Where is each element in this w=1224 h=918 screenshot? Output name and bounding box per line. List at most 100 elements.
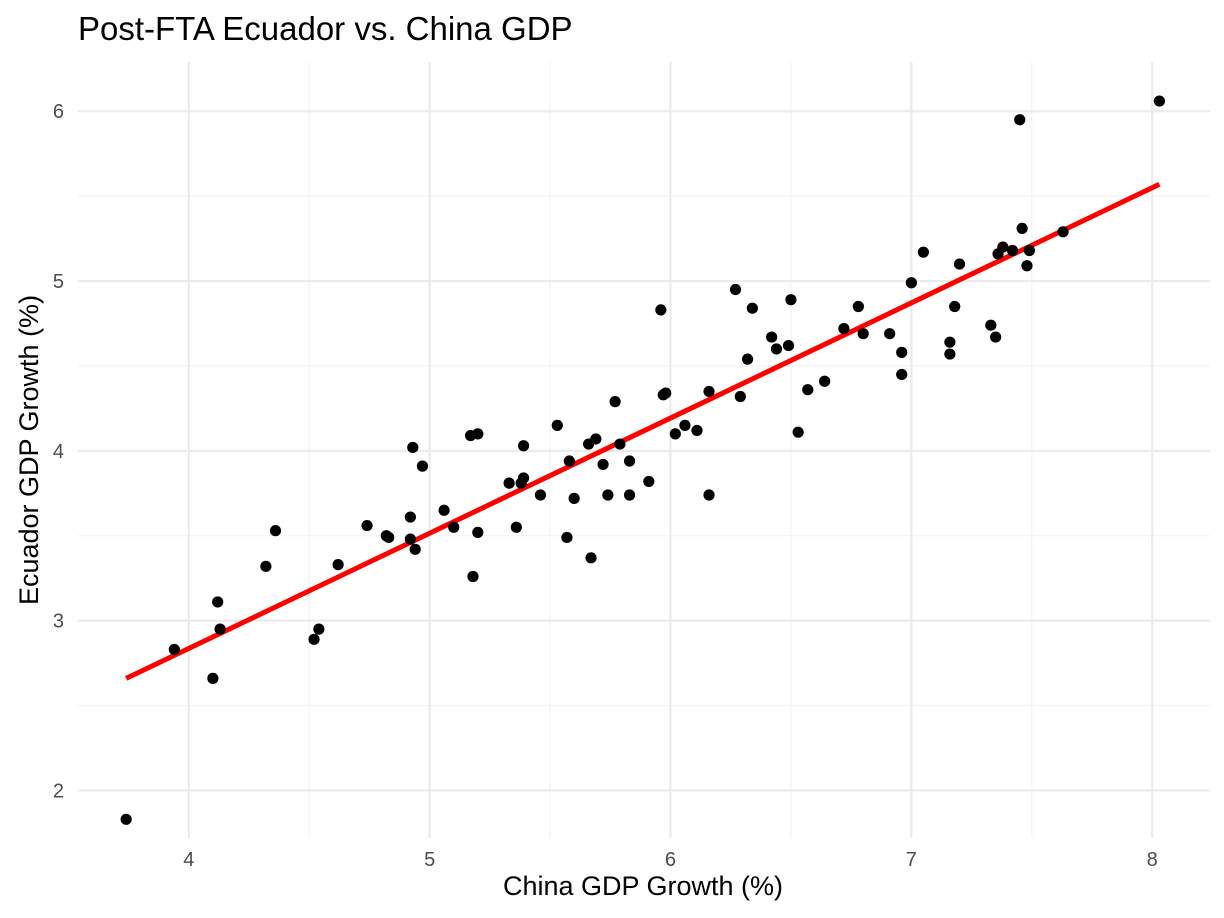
- data-point: [944, 336, 956, 348]
- data-point: [534, 489, 547, 501]
- data-point: [746, 302, 758, 314]
- y-tick-label: 4: [53, 441, 64, 463]
- data-point: [1023, 244, 1035, 257]
- data-point: [585, 552, 597, 564]
- data-point: [1006, 244, 1019, 257]
- data-point: [985, 319, 997, 331]
- fit-line-layer: [125, 182, 1161, 681]
- chart-title: Post-FTA Ecuador vs. China GDP: [78, 10, 573, 47]
- data-point: [884, 328, 896, 340]
- data-point: [857, 328, 869, 340]
- data-point: [120, 813, 132, 825]
- data-point: [741, 353, 754, 365]
- data-point: [997, 241, 1009, 253]
- data-point: [896, 368, 908, 381]
- data-point: [269, 525, 282, 537]
- data-point: [404, 511, 416, 523]
- data-point: [669, 428, 681, 440]
- x-tick-label: 5: [424, 849, 435, 871]
- data-point: [1014, 114, 1026, 126]
- data-point: [609, 396, 621, 408]
- x-tick-label: 6: [665, 849, 676, 871]
- x-tick-label: 4: [183, 849, 194, 871]
- data-point: [563, 455, 575, 467]
- data-point: [643, 475, 655, 488]
- data-point: [168, 643, 180, 656]
- data-point: [691, 424, 703, 437]
- data-point: [655, 304, 667, 316]
- data-point: [703, 489, 715, 501]
- data-point: [734, 390, 746, 403]
- data-point: [416, 460, 429, 472]
- data-point: [679, 419, 691, 431]
- data-point: [917, 246, 929, 258]
- data-point: [852, 300, 864, 313]
- data-point: [766, 331, 778, 343]
- data-point: [785, 294, 797, 306]
- data-point: [838, 322, 850, 335]
- data-point: [590, 433, 602, 445]
- data-point: [802, 384, 814, 396]
- data-point: [361, 519, 373, 532]
- data-point: [1016, 222, 1028, 235]
- x-axis-tick-labels: 4 5 6 7 8: [183, 849, 1158, 871]
- data-point: [510, 521, 522, 533]
- data-point: [438, 504, 450, 516]
- data-point: [472, 428, 484, 440]
- data-point: [1021, 260, 1033, 272]
- data-point: [949, 300, 961, 313]
- y-tick-label: 2: [53, 780, 64, 802]
- data-point: [990, 331, 1002, 343]
- data-point: [503, 477, 515, 489]
- data-point: [896, 346, 908, 358]
- y-tick-label: 6: [53, 101, 64, 123]
- data-point: [207, 672, 219, 684]
- data-point: [332, 559, 344, 571]
- data-point: [260, 560, 272, 572]
- x-tick-label: 8: [1147, 849, 1158, 871]
- minor-gridlines: [78, 62, 1210, 838]
- y-axis-title: Ecuador GDP Growth (%): [14, 295, 44, 605]
- data-point: [703, 385, 715, 398]
- data-point: [905, 277, 917, 289]
- data-points: [120, 95, 1166, 825]
- data-point: [517, 472, 530, 484]
- data-point: [313, 623, 325, 635]
- data-point: [660, 387, 672, 399]
- y-tick-label: 3: [53, 611, 64, 633]
- data-point: [770, 343, 783, 355]
- data-point: [517, 440, 530, 452]
- data-point: [561, 531, 573, 544]
- data-point: [404, 533, 416, 545]
- data-point: [782, 339, 795, 352]
- data-point: [597, 458, 609, 471]
- data-point: [819, 375, 831, 387]
- x-tick-label: 7: [906, 849, 917, 871]
- data-point: [551, 419, 563, 431]
- data-point: [614, 438, 626, 450]
- data-point: [1153, 95, 1166, 107]
- data-point: [472, 526, 484, 538]
- major-gridlines: [78, 62, 1210, 838]
- data-point: [1057, 226, 1069, 238]
- data-point: [792, 426, 804, 438]
- y-tick-label: 5: [53, 271, 64, 293]
- y-axis-tick-labels: 2 3 4 5 6: [53, 101, 64, 802]
- data-point: [383, 531, 395, 544]
- data-point: [568, 492, 580, 504]
- data-point: [407, 441, 419, 454]
- data-point: [212, 596, 224, 608]
- data-point: [623, 489, 636, 501]
- data-point: [602, 489, 614, 501]
- regression-line: [125, 182, 1161, 681]
- data-point: [409, 543, 421, 555]
- data-point: [467, 570, 479, 583]
- data-point: [448, 521, 460, 533]
- data-point: [214, 623, 226, 635]
- data-point: [623, 455, 636, 467]
- data-point: [944, 348, 956, 360]
- data-point: [308, 633, 320, 645]
- x-axis-title: China GDP Growth (%): [503, 871, 783, 901]
- data-point: [953, 258, 966, 270]
